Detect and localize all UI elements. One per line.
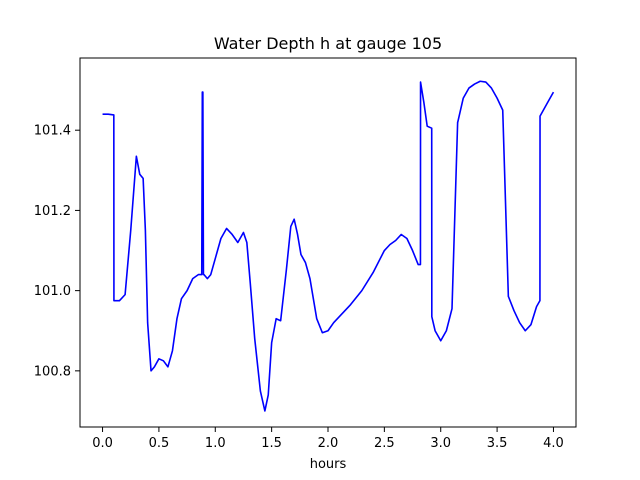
x-tick-label: 0.0 [92, 436, 113, 451]
series-line-0 [102, 80, 555, 412]
y-tick-label: 101.2 [34, 204, 71, 219]
axes-frame [79, 57, 577, 428]
x-tick-label: 4.0 [543, 436, 564, 451]
x-tick-label: 3.0 [430, 436, 451, 451]
x-tick-label: 2.5 [374, 436, 395, 451]
y-axis-ticks: 100.8 101.0 101.2 101.4 [34, 124, 80, 379]
chart-title: Water Depth h at gauge 105 [214, 34, 442, 53]
x-axis-ticks: 0.0 0.5 1.0 1.5 2.0 2.5 3.0 3.5 4.0 [92, 427, 564, 451]
y-tick-label: 100.8 [34, 364, 71, 379]
x-tick-label: 2.0 [318, 436, 339, 451]
y-tick-label: 101.4 [34, 124, 71, 139]
x-tick-label: 0.5 [149, 436, 170, 451]
x-axis-label: hours [310, 457, 347, 472]
y-tick-label: 101.0 [34, 284, 71, 299]
x-tick-label: 1.0 [205, 436, 226, 451]
x-tick-label: 3.5 [487, 436, 508, 451]
plot-area [102, 80, 555, 412]
x-tick-label: 1.5 [261, 436, 282, 451]
